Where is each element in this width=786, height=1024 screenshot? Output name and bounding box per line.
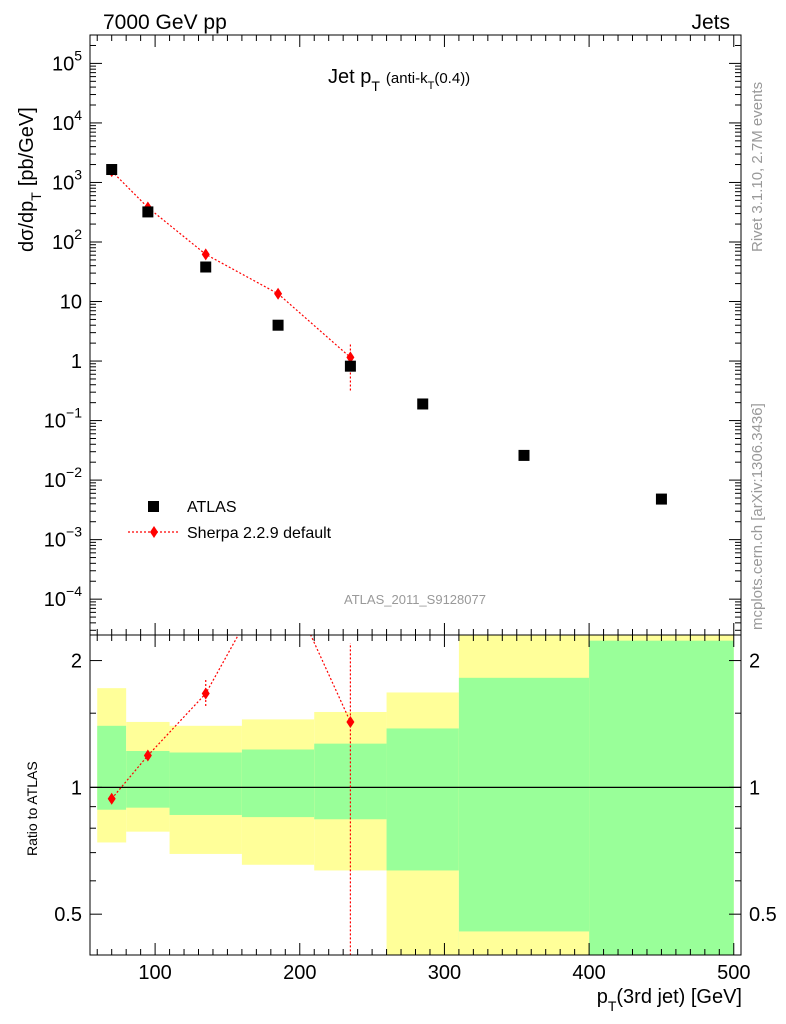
atlas-point <box>655 493 667 505</box>
ratio-sherpa-point <box>274 557 282 569</box>
main-ytick-label: 105 <box>52 47 82 75</box>
atlas-point <box>200 261 212 273</box>
ratio-ytick-label-right: 1 <box>749 777 760 799</box>
band-inner <box>169 752 242 815</box>
main-ytick-label: 10−2 <box>44 464 82 492</box>
ratio-ytick-label-right: 0.5 <box>749 904 777 926</box>
ratio-xtick-label: 200 <box>283 962 316 984</box>
ratio-ytick-label: 1 <box>71 777 82 799</box>
mcplots-label: mcplots.cern.ch [arXiv:1306.3436] <box>749 403 766 630</box>
ratio-sherpa-point <box>346 715 355 728</box>
legend: ATLAS Sherpa 2.2.9 default <box>128 499 332 542</box>
ratio-ytick-label: 2 <box>71 651 82 673</box>
ratio-panel: 2 2 1 1 0.5 0.5 100 200 300 400 500 Ratio to ATLAS… <box>24 557 777 1014</box>
x-axis-label-rest: (3rd jet) [GeV] <box>616 986 742 1008</box>
plot-title-paren: (anti-k <box>386 70 428 87</box>
ratio-xtick-label: 400 <box>572 962 605 984</box>
main-ytick-label: 10−4 <box>44 583 82 611</box>
legend-atlas-marker <box>148 501 159 512</box>
legend-atlas-label: ATLAS <box>187 499 237 516</box>
band-outer-lower <box>458 931 590 955</box>
main-ytick-label: 10−3 <box>44 524 82 552</box>
main-ytick-label: 10 <box>60 292 82 314</box>
main-ytick-label: 103 <box>52 166 82 194</box>
band-inner <box>386 728 459 871</box>
atlas-point <box>142 206 154 218</box>
sherpa-line <box>111 170 351 358</box>
sherpa-point <box>201 248 210 261</box>
atlas-point <box>417 398 429 410</box>
x-axis-label-main: p <box>597 986 608 1008</box>
plot-title-sub: T <box>371 78 380 94</box>
plot-title-paren-sub: T <box>428 80 435 92</box>
sherpa-point <box>274 287 283 300</box>
ratio-y-label: Ratio to ATLAS <box>24 761 40 856</box>
plot-title: Jet pT (anti-kT(0.4)) <box>328 66 470 94</box>
main-ytick-label: 10−1 <box>44 405 82 433</box>
ratio-ytick-label-right: 2 <box>749 651 760 673</box>
legend-sherpa-label: Sherpa 2.2.9 default <box>187 525 332 542</box>
y-axis-label-unit: [pb/GeV] <box>16 107 38 186</box>
main-frame <box>89 34 742 636</box>
y-axis-label: dσ/dpT [pb/GeV] <box>16 107 44 252</box>
ratio-xtick-label: 300 <box>428 962 461 984</box>
band-inner <box>458 677 590 955</box>
atlas-point <box>272 319 284 331</box>
header-right: Jets <box>691 11 730 34</box>
legend-sherpa-marker <box>150 526 158 538</box>
analysis-label: ATLAS_2011_S9128077 <box>344 592 486 607</box>
ratio-sherpa-point <box>201 687 210 700</box>
ratio-series <box>107 557 355 955</box>
atlas-point <box>106 164 118 176</box>
ratio-ytick-label: 0.5 <box>54 904 82 926</box>
sherpa-point <box>346 351 355 364</box>
band-inner <box>241 749 315 818</box>
ratio-xtick-label: 100 <box>138 962 171 984</box>
ratio-sherpa-point <box>143 749 152 762</box>
y-axis-label-main: dσ/dp <box>16 201 38 252</box>
main-ytick-label: 102 <box>52 226 82 254</box>
header-left: 7000 GeV pp <box>103 11 227 34</box>
plot-title-paren-end: (0.4)) <box>434 70 470 87</box>
x-axis-label: pT(3rd jet) [GeV] <box>597 986 742 1014</box>
svg-text:dσ/dpT[pb/GeV]: dσ/dpT [pb/GeV] <box>16 107 44 252</box>
main-ytick-label: 1 <box>71 351 82 373</box>
y-axis-label-sub: T <box>28 192 44 201</box>
ratio-sherpa-point <box>107 792 116 805</box>
atlas-point <box>518 449 530 461</box>
main-ytick-label: 104 <box>52 107 82 135</box>
band-inner <box>589 640 734 955</box>
ratio-xtick-label: 500 <box>717 962 750 984</box>
rivet-label: Rivet 3.1.10, 2.7M events <box>749 82 766 252</box>
x-axis-label-sub: T <box>608 998 617 1014</box>
plot-title-main: Jet p <box>328 66 371 88</box>
atlas-point <box>344 360 356 372</box>
